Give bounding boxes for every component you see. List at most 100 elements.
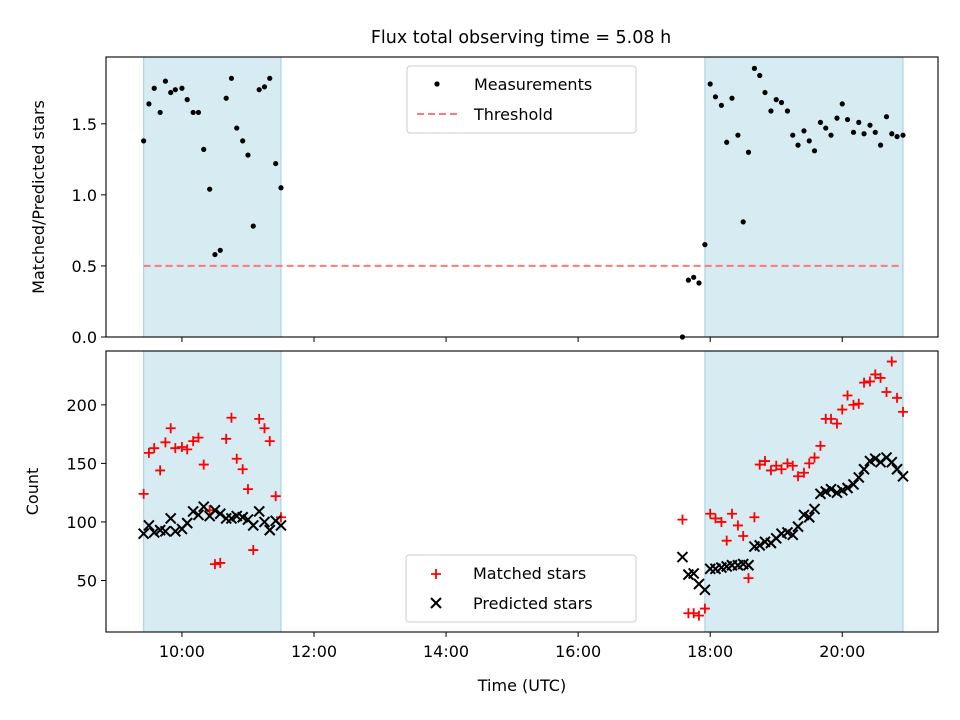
matched-star-point xyxy=(688,608,699,619)
predicted-star-point xyxy=(253,505,265,518)
measurement-point xyxy=(261,84,268,90)
predicted-star-point xyxy=(187,505,199,518)
measurement-point xyxy=(207,186,213,192)
x-tick-label: 20:00 xyxy=(819,642,865,661)
measurement-point xyxy=(696,280,702,286)
measurement-point xyxy=(240,138,246,144)
measurement-point xyxy=(724,139,730,145)
measurement-point xyxy=(877,142,884,148)
matched-star-point xyxy=(248,545,259,556)
predicted-star-point xyxy=(886,456,898,468)
measurement-point xyxy=(735,132,741,138)
predicted-star-point xyxy=(847,478,860,491)
matched-star-point xyxy=(864,376,875,387)
measurement-point xyxy=(245,152,251,158)
axes-frame xyxy=(105,56,939,338)
measurement-point xyxy=(790,132,796,138)
measurement-point xyxy=(740,219,746,225)
matched-star-point xyxy=(765,465,776,476)
matched-star-point xyxy=(259,423,270,434)
measurement-point xyxy=(872,129,878,135)
matched-star-point xyxy=(793,471,804,482)
matched-star-point xyxy=(759,456,770,467)
observing-window-band xyxy=(704,56,904,338)
observing-window-band xyxy=(704,350,904,633)
measurement-point xyxy=(223,95,229,101)
matched-star-point xyxy=(677,514,688,525)
matched-star-point xyxy=(870,369,881,380)
matched-star-point xyxy=(842,390,853,401)
observing-window-band xyxy=(143,56,282,338)
predicted-star-point xyxy=(169,525,182,538)
legend-box xyxy=(405,554,637,623)
x-tick-label: 14:00 xyxy=(423,642,469,661)
measurement-point xyxy=(151,85,157,91)
matched-star-point xyxy=(853,398,864,409)
matched-star-point xyxy=(892,392,903,403)
predicted-star-point xyxy=(247,519,259,532)
matched-star-point xyxy=(726,508,737,519)
predicted-star-point xyxy=(803,511,815,523)
matched-star-point xyxy=(237,464,248,475)
y-tick-label: 1.0 xyxy=(72,186,97,205)
y-axis-label: Count xyxy=(23,468,42,516)
x-tick-label: 10:00 xyxy=(159,642,205,661)
legend-predicted-marker xyxy=(430,597,442,609)
x-tick-label: 18:00 xyxy=(687,642,733,661)
matched-star-point xyxy=(275,512,286,523)
measurement-point xyxy=(768,108,774,114)
predicted-star-point xyxy=(275,519,287,532)
measurement-point xyxy=(894,133,900,140)
matched-star-point xyxy=(138,488,149,499)
x-tick-label: 12:00 xyxy=(291,642,337,661)
legend-predicted-label: Predicted stars xyxy=(473,594,593,613)
legend: Matched stars Predicted stars xyxy=(405,554,637,623)
observing-window-band xyxy=(143,350,282,633)
matched-star-point xyxy=(710,513,721,524)
ratio-panel: 0.0 0.5 1.0 1.5 Matched/Predicted stars Measu… xyxy=(29,56,939,347)
predicted-star-point xyxy=(192,509,205,521)
matched-star-point xyxy=(264,436,275,447)
measurement-point xyxy=(839,101,845,107)
legend-threshold-label: Threshold xyxy=(473,105,553,124)
measurement-point xyxy=(273,160,279,167)
measurement-point xyxy=(234,125,240,131)
matched-star-point xyxy=(749,512,760,523)
legend-matched-marker xyxy=(431,569,441,579)
matched-star-point xyxy=(270,491,281,502)
measurement-point xyxy=(889,131,895,137)
matched-star-point xyxy=(165,423,176,434)
measurement-point xyxy=(691,274,697,280)
predicted-star-point xyxy=(209,504,221,516)
predicted-star-point xyxy=(742,559,755,571)
measurement-point xyxy=(256,87,262,93)
matched-star-point xyxy=(754,459,765,470)
measurement-point xyxy=(784,108,791,114)
matched-star-point xyxy=(831,418,842,429)
predicted-star-point xyxy=(699,584,711,596)
matched-star-point xyxy=(231,453,242,464)
predicted-star-point xyxy=(137,527,150,540)
measurement-point xyxy=(712,94,719,100)
measurement-point xyxy=(201,146,207,152)
matched-star-point xyxy=(826,413,837,424)
measurement-point xyxy=(228,75,235,81)
matched-star-point xyxy=(815,440,826,451)
matched-star-point xyxy=(209,559,220,570)
legend-box xyxy=(406,65,637,134)
axes-frame xyxy=(105,350,939,633)
measurement-point xyxy=(718,102,725,108)
measurement-point xyxy=(762,89,768,96)
matched-star-point xyxy=(182,444,193,455)
matched-star-point xyxy=(716,516,727,527)
matched-star-point xyxy=(155,465,166,476)
matched-star-point xyxy=(771,460,782,471)
matched-star-point xyxy=(160,437,171,448)
measurement-point xyxy=(751,65,758,71)
matched-star-point xyxy=(198,459,209,470)
predicted-star-point xyxy=(853,471,865,484)
x-axis-label: Time (UTC) xyxy=(477,676,566,695)
matched-star-point xyxy=(798,467,809,478)
matched-star-point xyxy=(898,406,909,417)
